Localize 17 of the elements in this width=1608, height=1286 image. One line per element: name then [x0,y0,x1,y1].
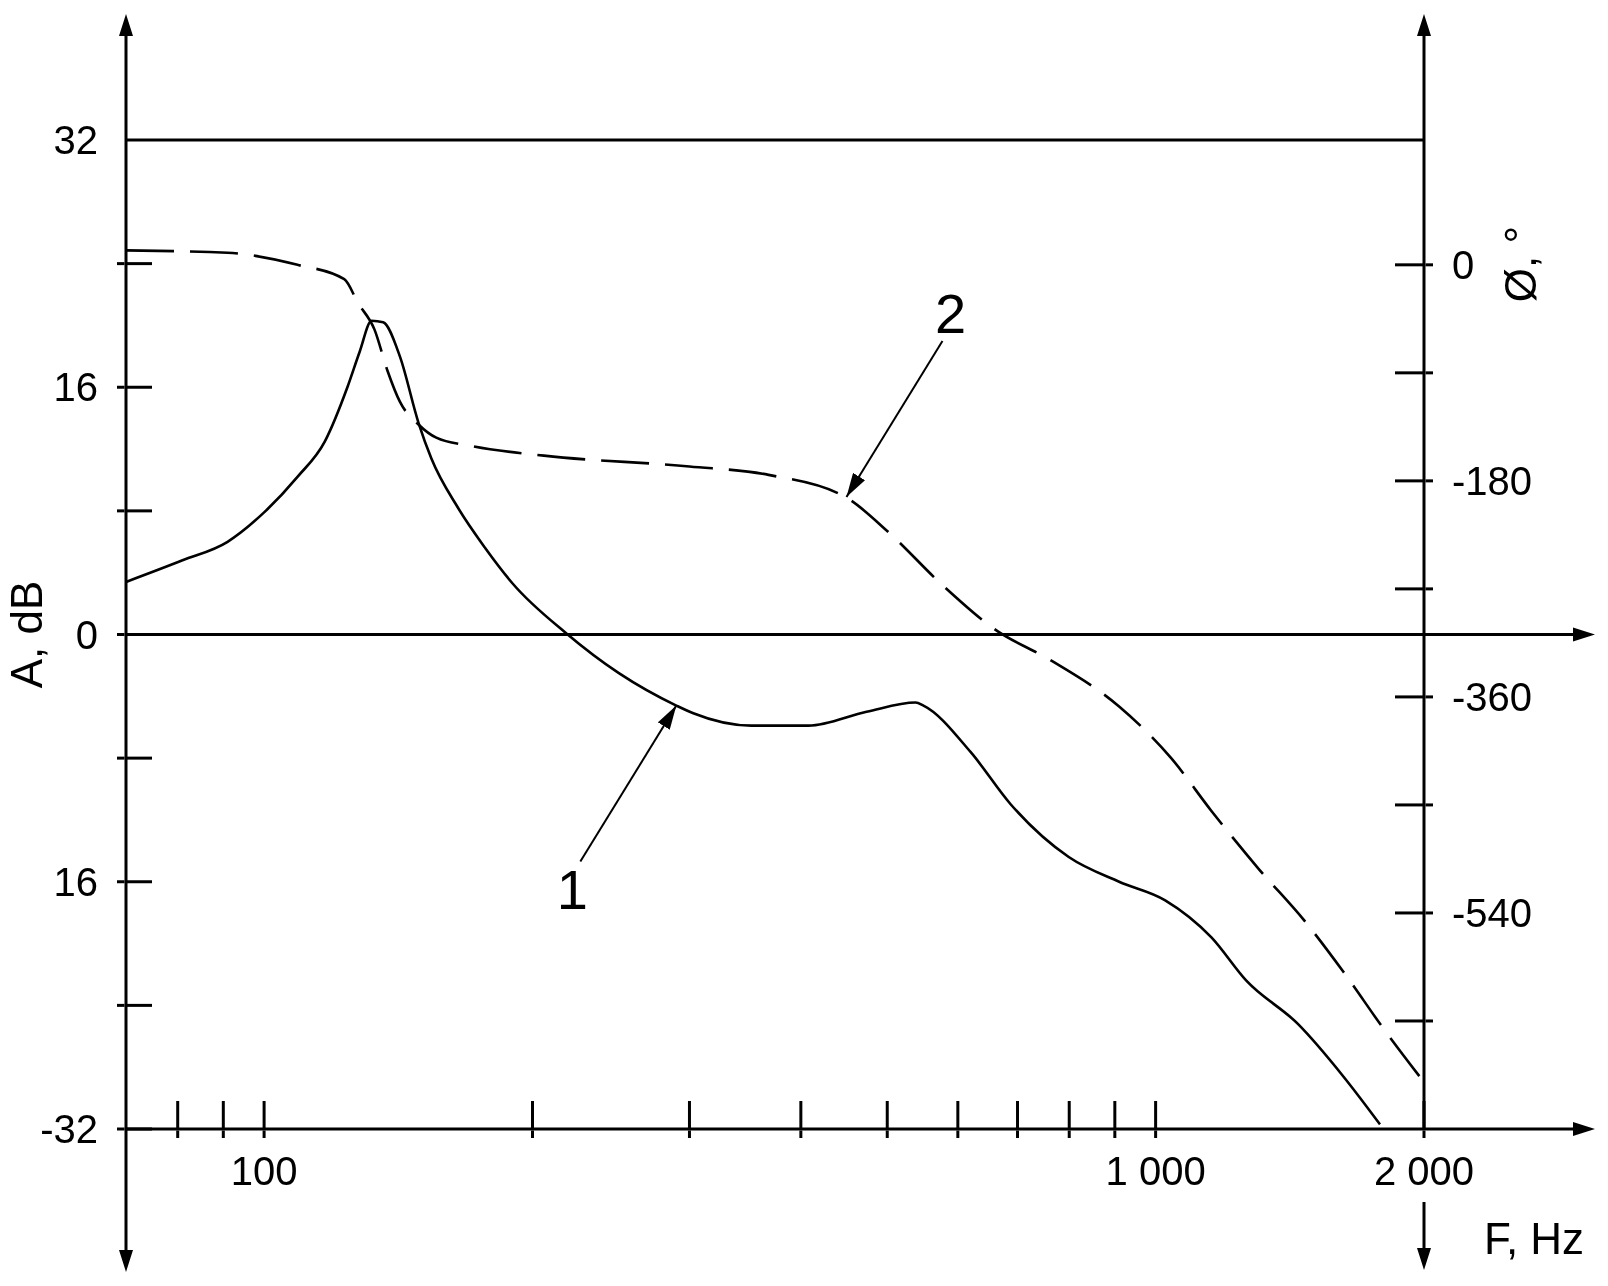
y2-tick-label: -180 [1452,458,1533,503]
y-axis-title: A, dB [2,580,51,689]
y-tick-label: 16 [53,859,98,904]
x-tick-label: 2 000 [1373,1149,1475,1194]
annotation: 2 [934,281,967,345]
x-tick-label: 100 [230,1149,298,1194]
x-axis-title: F, Hz [1483,1214,1585,1263]
y2-tick-label: 0 [1452,242,1475,287]
x-tick-label: 1 000 [1105,1149,1206,1194]
y-tick-label: 0 [75,612,98,657]
y-tick-label: 16 [53,365,98,410]
y-tick-label: -32 [40,1107,98,1151]
y2-tick-label: -360 [1452,674,1533,719]
annotation: 1 [556,858,588,922]
y2-tick-label: -540 [1452,890,1533,935]
y-tick-label: 32 [53,118,98,162]
y2-axis-title: Ø, ° [1496,225,1545,303]
